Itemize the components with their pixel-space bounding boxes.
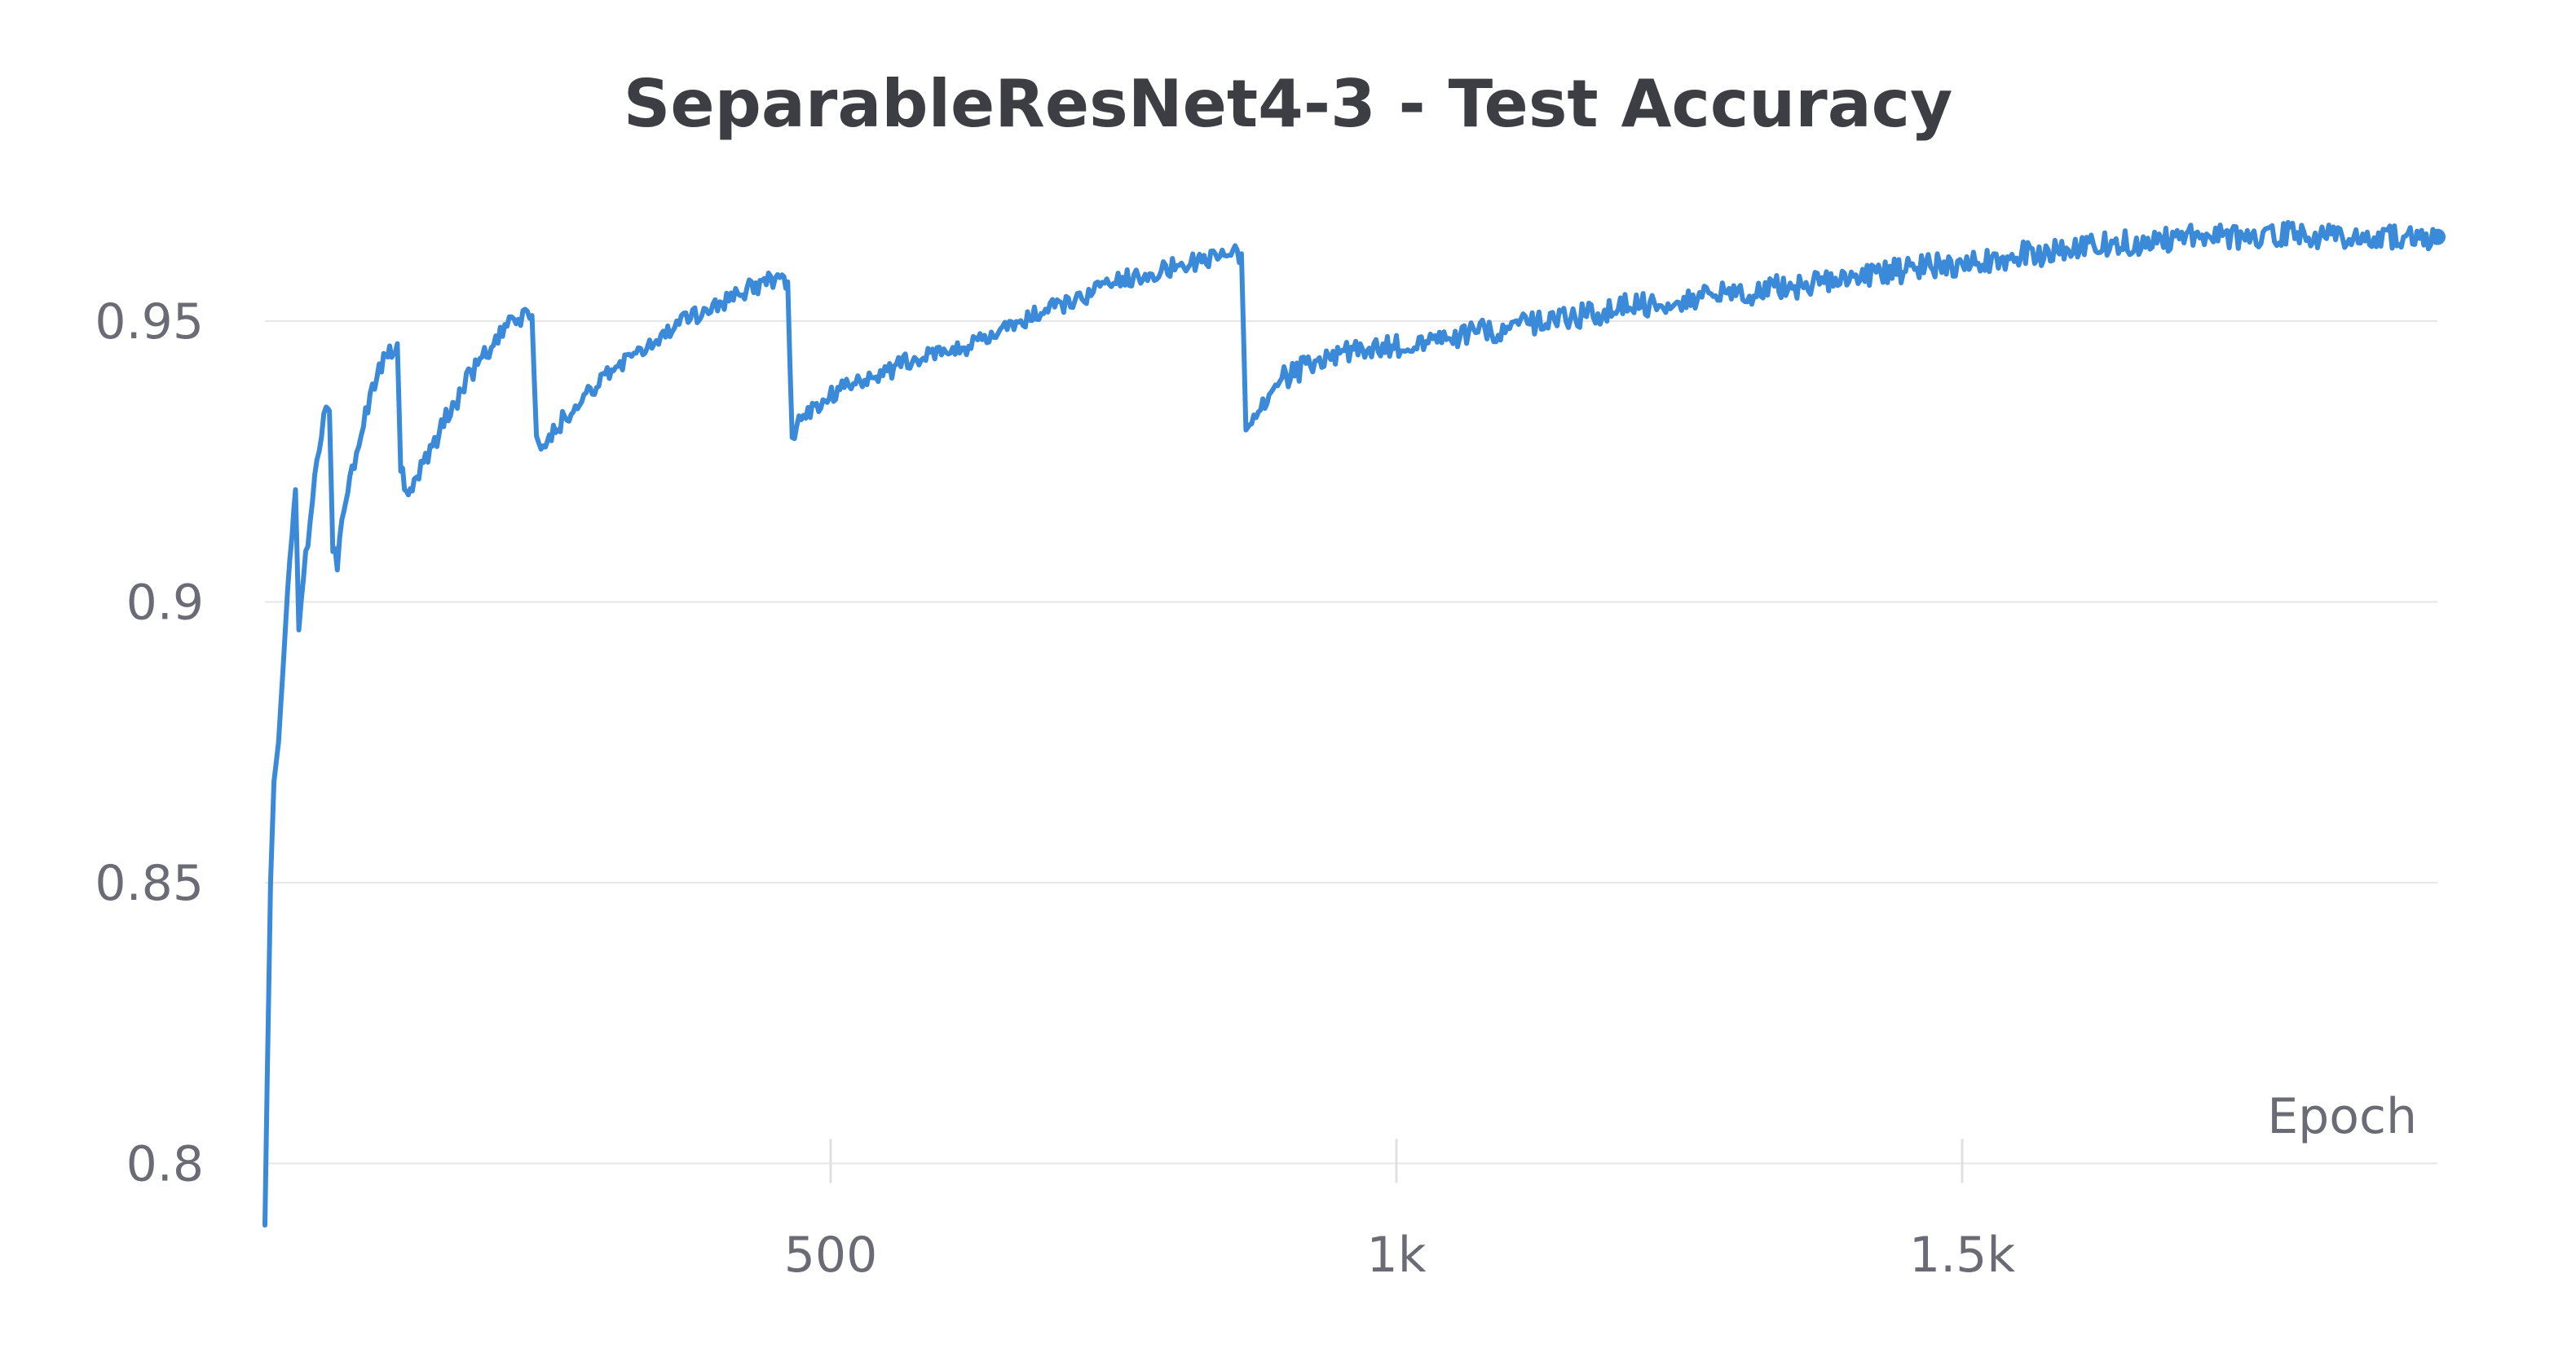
y-tick-label-0: 0.8	[126, 1135, 204, 1192]
x-tick-label-0: 500	[784, 1227, 878, 1284]
x-axis-label: Epoch	[2267, 1088, 2417, 1145]
series-end-point-0	[2429, 228, 2446, 245]
x-tick-label-1: 1k	[1367, 1227, 1427, 1284]
y-axis-ticks: 0.8 0.85 0.9 0.95	[95, 293, 204, 1192]
chart-title: SeparableResNet4-3 - Test Accuracy	[624, 66, 1953, 142]
series	[262, 219, 2446, 1228]
grid	[265, 320, 2437, 1165]
y-tick-label-3: 0.95	[95, 293, 204, 350]
y-tick-label-1: 0.85	[95, 855, 204, 912]
x-tick-label-2: 1.5k	[1909, 1227, 2015, 1284]
x-axis-ticks: 500 1k 1.5k	[784, 1139, 2015, 1284]
series-line-0	[262, 219, 2440, 1228]
y-tick-label-2: 0.9	[126, 574, 204, 631]
